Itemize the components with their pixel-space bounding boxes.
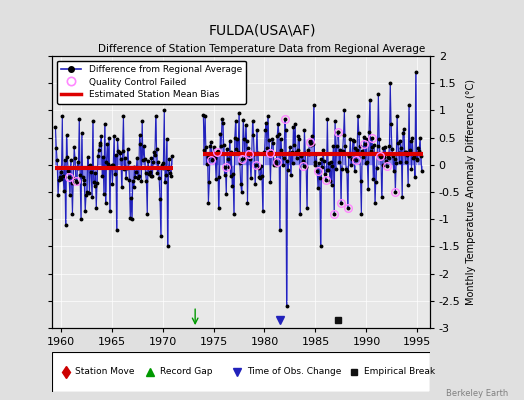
- Text: FULDA(USA\AF): FULDA(USA\AF): [208, 24, 316, 38]
- Text: Empirical Break: Empirical Break: [364, 368, 435, 376]
- Text: Difference of Station Temperature Data from Regional Average: Difference of Station Temperature Data f…: [99, 44, 425, 54]
- Text: ▲: ▲: [191, 355, 200, 365]
- Text: Time of Obs. Change: Time of Obs. Change: [247, 368, 341, 376]
- Y-axis label: Monthly Temperature Anomaly Difference (°C): Monthly Temperature Anomaly Difference (…: [466, 79, 476, 305]
- FancyBboxPatch shape: [52, 352, 430, 392]
- Text: Station Move: Station Move: [75, 368, 135, 376]
- Text: Berkeley Earth: Berkeley Earth: [446, 389, 508, 398]
- Text: Record Gap: Record Gap: [160, 368, 212, 376]
- Legend: Difference from Regional Average, Quality Control Failed, Estimated Station Mean: Difference from Regional Average, Qualit…: [57, 60, 246, 104]
